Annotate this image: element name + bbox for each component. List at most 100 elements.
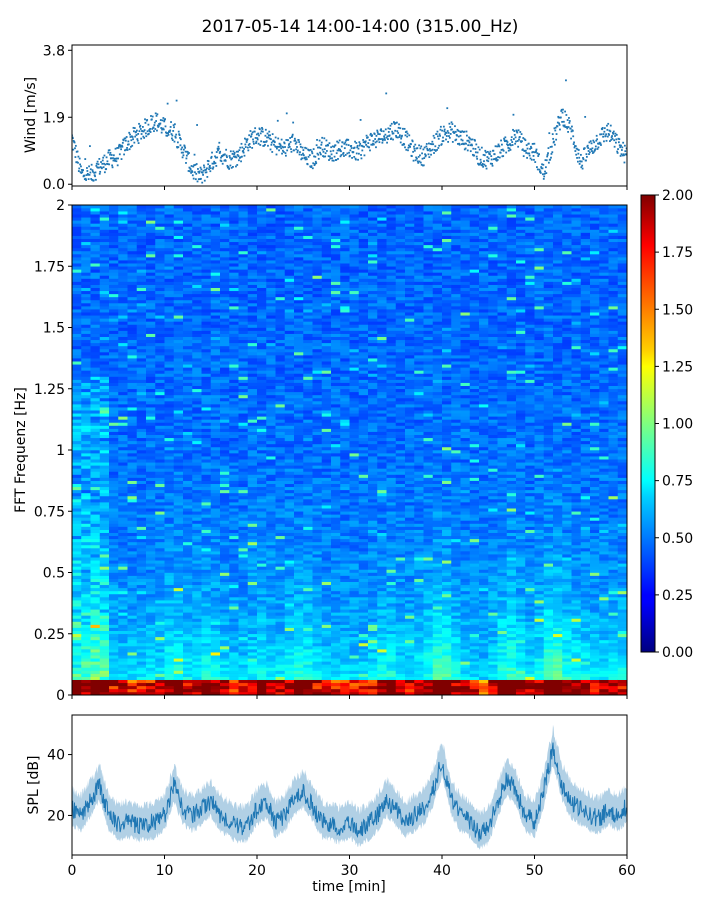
spectrogram-cell — [192, 330, 202, 334]
spectrogram-cell — [247, 407, 258, 411]
spectrogram-cell — [118, 260, 128, 264]
spectrogram-cell — [90, 682, 101, 687]
spectrogram-cell — [136, 336, 147, 341]
spectrogram-cell — [220, 440, 230, 445]
spectrogram-cell — [173, 456, 184, 460]
spectrogram-cell — [266, 385, 276, 390]
spectrogram-cell — [247, 352, 258, 356]
spectrogram-cell — [266, 355, 276, 359]
spectrogram-cell — [81, 572, 91, 576]
spectrogram-cell — [72, 394, 82, 399]
spectrogram-cell — [183, 526, 193, 530]
spectrogram-cell — [210, 584, 221, 589]
wind-point — [381, 141, 384, 144]
spectrogram-cell — [109, 385, 119, 390]
wind-point — [495, 157, 498, 160]
spectrogram-cell — [72, 208, 82, 212]
wind-point — [188, 152, 190, 154]
spectrogram-cell — [183, 241, 193, 246]
spectrogram-cell — [99, 502, 110, 506]
wind-point — [292, 121, 295, 124]
spectrogram-cell — [99, 355, 110, 359]
spectrogram-cell — [72, 401, 82, 405]
spectrogram-cell — [81, 269, 91, 273]
wind-point — [550, 145, 553, 148]
wind-point — [428, 148, 431, 150]
spectrogram-cell — [275, 548, 286, 552]
spectrogram-cell — [72, 220, 82, 224]
spectrogram-cell — [155, 492, 165, 497]
wind-point — [335, 158, 338, 161]
spectrogram-cell — [266, 296, 276, 301]
spectrogram-cell — [183, 391, 193, 396]
spectrogram-cell — [229, 238, 239, 243]
spectrogram-cell — [109, 667, 119, 671]
spectrogram-cell — [257, 630, 267, 635]
spectrogram-cell — [155, 548, 165, 552]
spectrogram-cell — [118, 241, 128, 246]
wind-point — [270, 141, 273, 144]
spectrogram-cell — [72, 462, 82, 466]
spectrogram-cell — [183, 330, 193, 334]
wind-point — [469, 144, 472, 147]
spectrogram-cell — [136, 361, 147, 365]
spectrogram-cell — [266, 554, 276, 558]
spectrogram-cell — [192, 287, 202, 292]
spectrogram-cell — [155, 514, 165, 518]
spectrogram-cell — [155, 275, 165, 279]
spectrogram-cell — [136, 514, 147, 518]
spectrogram-cell — [201, 661, 212, 665]
spectrogram-cell — [201, 642, 212, 647]
spectrogram-cell — [266, 263, 276, 267]
spectrogram-cell — [173, 459, 184, 463]
spectrogram-cell — [192, 517, 202, 521]
spectrogram-cell — [275, 676, 286, 680]
spectrogram-cell — [164, 532, 175, 537]
spectrogram-cell — [118, 606, 128, 610]
spectrogram-cell — [72, 526, 82, 530]
spectrogram-cell — [192, 235, 202, 239]
spectrogram-cell — [127, 471, 138, 475]
spectrogram-cell — [275, 465, 286, 469]
spectrogram-cell — [136, 612, 147, 616]
spectrogram-cell — [118, 544, 128, 549]
spectrogram-cell — [136, 673, 147, 677]
spectrogram-cell — [183, 569, 193, 573]
spectrogram-cell — [201, 569, 212, 573]
wind-point — [547, 161, 550, 164]
spectrogram-cell — [266, 459, 276, 463]
spectrogram-cell — [220, 502, 230, 506]
spectrogram-cell — [220, 358, 230, 362]
spectrogram-cell — [136, 639, 147, 644]
wind-point — [99, 170, 102, 173]
spectrogram-cell — [238, 367, 249, 371]
wind-point — [417, 155, 420, 158]
wind-point — [410, 143, 412, 146]
spectrogram-cell — [257, 679, 267, 684]
spectrogram-cell — [229, 376, 239, 380]
wind-point — [473, 154, 476, 157]
wind-point — [430, 143, 433, 146]
wind-point — [185, 157, 188, 160]
spectrogram-cell — [238, 391, 249, 396]
spectrogram-cell — [118, 217, 128, 221]
spectrogram-cell — [164, 581, 175, 586]
wind-point — [314, 160, 317, 163]
spectrogram-cell — [109, 419, 119, 423]
spectrogram-cell — [155, 437, 165, 442]
spectrogram-cell — [90, 235, 101, 239]
spectrogram-cell — [192, 208, 202, 212]
spectrogram-cell — [220, 468, 230, 472]
wind-point — [175, 99, 178, 102]
spectrogram-cell — [229, 517, 239, 521]
wind-point — [496, 145, 499, 148]
spectrogram-cell — [127, 566, 138, 570]
spectrogram-cell — [81, 244, 91, 249]
spectrogram-cell — [155, 688, 165, 693]
wind-point — [270, 138, 272, 141]
spectrogram-cell — [155, 407, 165, 411]
spectrogram-cell — [136, 355, 147, 359]
spectrogram-cell — [192, 499, 202, 503]
spectrogram-cell — [201, 330, 212, 334]
spectrogram-cell — [146, 431, 156, 435]
